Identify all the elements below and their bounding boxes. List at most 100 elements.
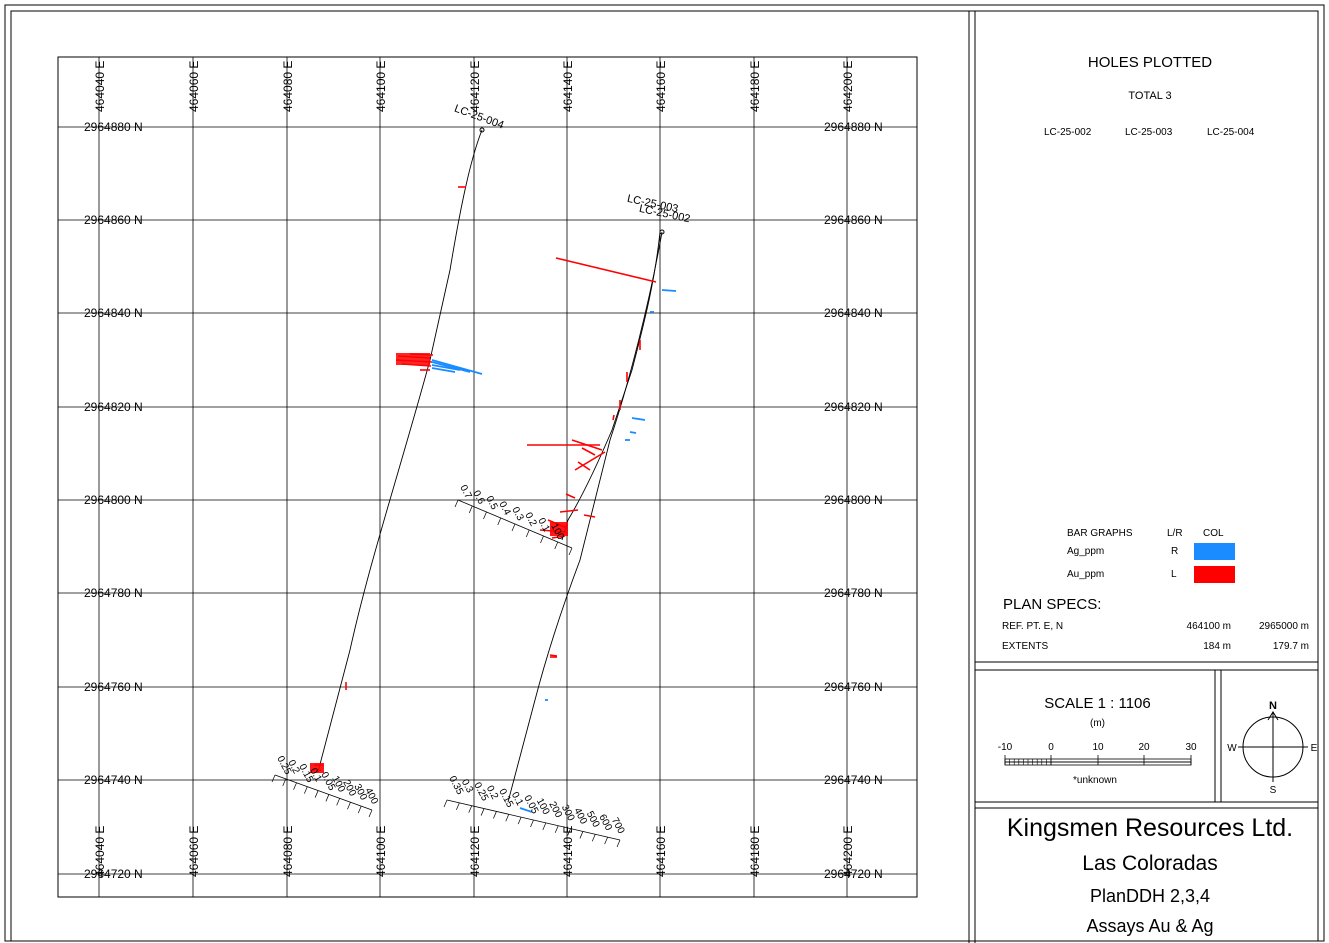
scale-tick-20: 20 <box>1138 742 1150 753</box>
easting-label-bottom-7: 464180 E <box>748 826 762 877</box>
trace-lc-25-003 <box>507 231 663 803</box>
au-bar-8 <box>571 439 603 451</box>
scale-003-tick-13 <box>604 837 608 845</box>
scale-003-tick-9 <box>554 825 559 833</box>
scale-002-tick-3 <box>497 517 502 526</box>
legend-au-name: Au_ppm <box>1067 569 1105 580</box>
bar-scales: 0.70.60.50.40.30.20.11000.250.20.150.10.… <box>271 483 627 848</box>
au-bar-11 <box>577 461 591 471</box>
scale-004-tick-8 <box>357 805 362 814</box>
scale-004-tick-1 <box>282 778 287 787</box>
plan-specs-title: PLAN SPECS: <box>1003 596 1102 613</box>
northing-label-right-2: 2964840 N <box>824 306 883 320</box>
easting-label-top-0: 464040 E <box>93 61 107 112</box>
scale-003-tick-12 <box>591 834 596 842</box>
scale-003-tick-6 <box>517 817 522 825</box>
easting-label-bottom-0: 464040 E <box>93 826 107 877</box>
scale-002-tick-2 <box>483 511 487 520</box>
legend-col-header: COL <box>1203 528 1224 539</box>
compass-w: W <box>1227 743 1237 754</box>
northing-label-left-6: 2964760 N <box>84 680 143 694</box>
easting-label-top-7: 464180 E <box>748 61 762 112</box>
au-bar-26 <box>612 414 615 421</box>
ag-bar-3 <box>431 367 456 373</box>
hole-id-002: LC-25-002 <box>1044 127 1092 138</box>
easting-label-top-5: 464140 E <box>561 61 575 112</box>
assay-bar-graphs <box>310 186 677 813</box>
ag-bar-0 <box>431 359 483 375</box>
ag-bar-6 <box>629 431 637 434</box>
easting-label-bottom-2: 464080 E <box>281 826 295 877</box>
scale-003-tick-3 <box>480 808 485 816</box>
northing-label-left-5: 2964780 N <box>84 586 143 600</box>
company-name: Kingsmen Resources Ltd. <box>1006 814 1294 842</box>
au-bar-14 <box>583 514 596 518</box>
easting-label-top-1: 464060 E <box>187 61 201 112</box>
easting-label-bottom-1: 464060 E <box>187 826 201 877</box>
coordinate-grid <box>58 57 917 897</box>
northing-label-right-8: 2964720 N <box>824 867 883 881</box>
scale-003-tick-4 <box>493 811 497 819</box>
au-bar-block-002 <box>550 522 568 536</box>
trace-lc-25-004 <box>317 129 483 773</box>
ag-bar-2 <box>431 364 461 371</box>
scale-tick-30: 30 <box>1185 742 1197 753</box>
ref-point-label: REF. PT. E, N <box>1002 621 1064 632</box>
northing-label-left-0: 2964880 N <box>84 120 143 134</box>
northing-label-right-6: 2964760 N <box>824 680 883 694</box>
au-bar-13 <box>565 493 576 499</box>
holes-plotted-title: HOLES PLOTTED <box>1087 54 1213 71</box>
northing-label-right-4: 2964800 N <box>824 493 883 507</box>
inner-frame <box>10 10 1319 942</box>
scale-004-axis <box>274 774 373 811</box>
scale-002-tick-1 <box>468 505 473 514</box>
northing-label-left-8: 2964720 N <box>84 867 143 881</box>
scale-002-label-4: 0.3 <box>509 505 525 523</box>
grid-labels: 464040 E 464040 E 464060 E 464060 E 464080 E… <box>84 61 883 881</box>
drill-hole-traces <box>317 127 665 803</box>
scale-note: *unknown <box>1073 775 1117 786</box>
scale-002-label-0: 0.7 <box>457 483 473 501</box>
scale-004-tick-3 <box>304 786 308 794</box>
scale-004-tick-0 <box>271 774 276 783</box>
compass-e: E <box>1311 743 1318 754</box>
legend-lr-header: L/R <box>1167 528 1183 539</box>
scale-unit: (m) <box>1090 718 1105 729</box>
scale-003-label-13: 700 <box>609 816 627 836</box>
scale-003-tick-11 <box>579 831 584 839</box>
scale-003-tick-1 <box>456 802 460 810</box>
au-bar-9 <box>574 451 606 471</box>
scale-003-tick-0 <box>443 799 448 808</box>
northing-label-right-1: 2964860 N <box>824 213 883 227</box>
legend-ag-side: R <box>1171 546 1179 557</box>
scale-004-label-8: 400 <box>362 786 380 806</box>
legend-au-side: L <box>1171 569 1177 580</box>
easting-label-top-2: 464080 E <box>281 61 295 112</box>
scale-002-label-1: 0.6 <box>470 489 486 507</box>
ag-bar-1 <box>431 361 471 373</box>
ref-point-n: 2965000 m <box>1258 621 1309 632</box>
scale-002-tick-6 <box>540 535 544 544</box>
scale-002-tick-7 <box>554 541 559 550</box>
northing-label-right-0: 2964880 N <box>824 120 883 134</box>
easting-label-bottom-5: 464140 E <box>561 826 575 877</box>
northing-label-right-5: 2964780 N <box>824 586 883 600</box>
au-bar-block-004-bottom <box>310 763 324 773</box>
northing-label-left-1: 2964860 N <box>84 213 143 227</box>
easting-label-top-6: 464160 E <box>654 61 668 112</box>
northing-label-right-3: 2964820 N <box>824 400 883 414</box>
scale-tick-m10: -10 <box>997 742 1013 753</box>
scale-003-tick-8 <box>542 822 547 830</box>
northing-label-left-2: 2964840 N <box>84 306 143 320</box>
scale-004-tick-5 <box>325 794 330 802</box>
ref-point-e: 464100 m <box>1186 621 1231 632</box>
easting-label-top-8: 464200 E <box>841 61 855 112</box>
scale-bar <box>1004 755 1192 766</box>
scale-002-tick-0 <box>454 499 459 508</box>
map-frame <box>57 56 918 898</box>
au-bar-block-004 <box>396 353 430 365</box>
scale-002-tick-4 <box>511 523 516 532</box>
legend-title: BAR GRAPHS <box>1067 528 1133 539</box>
scale-004-tick-4 <box>314 790 319 798</box>
